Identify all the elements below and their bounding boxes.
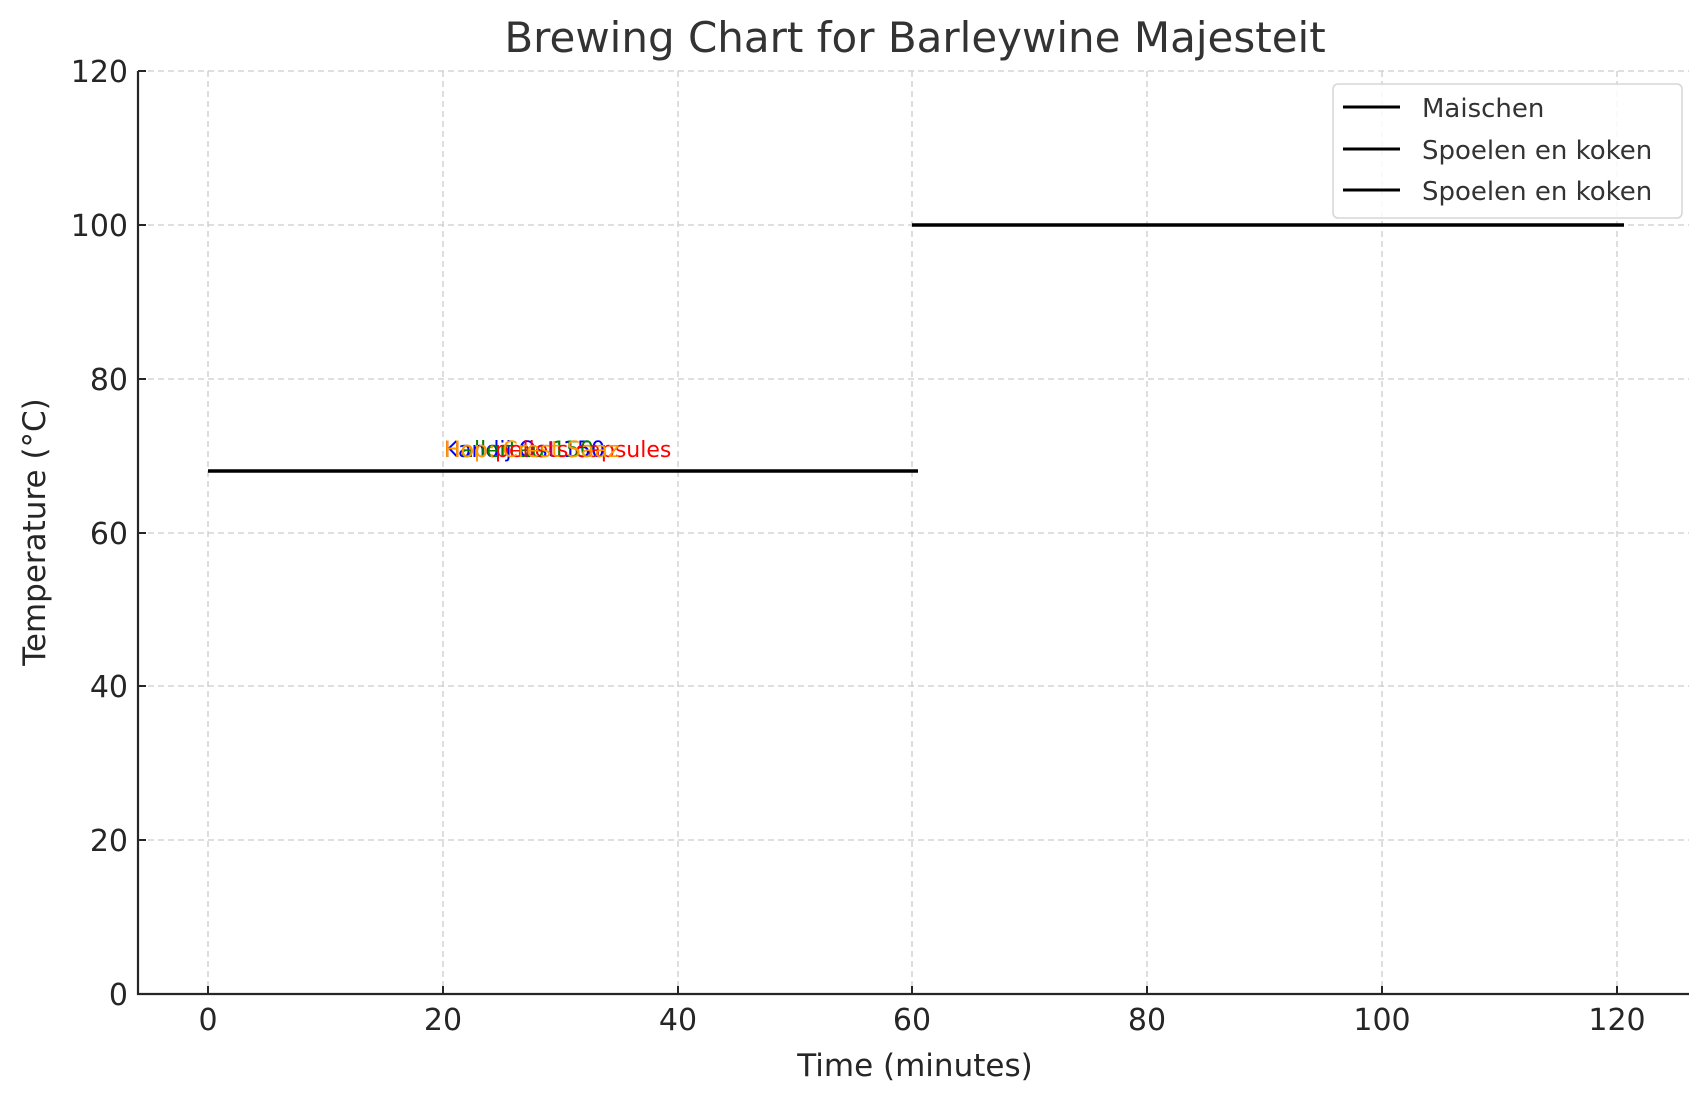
- svg-text:40: 40: [90, 670, 128, 705]
- legend-item-maischen: Maischen: [1343, 94, 1544, 124]
- svg-text:60: 60: [90, 517, 128, 552]
- svg-text:80: 80: [1128, 1003, 1166, 1038]
- svg-text:100: 100: [71, 209, 128, 244]
- annotation-green: Hallertau 150: [444, 438, 594, 463]
- x-tick-labels: 0 20 40 60 80 100 120: [198, 1003, 1645, 1038]
- legend-item-spoelen-en-koken-2: Spoelen en koken: [1343, 177, 1652, 207]
- chart-title: Brewing Chart for Barleywine Majesteit: [504, 13, 1325, 62]
- annotations: Kandij Ost 150 Hallertau 150 Hop pellets…: [444, 438, 671, 463]
- annotation-blue: Kandij Ost 150: [444, 438, 605, 463]
- svg-text:40: 40: [659, 1003, 697, 1038]
- y-axis-label: Temperature (°C): [17, 398, 53, 667]
- legend-item-spoelen-en-koken-1: Spoelen en koken: [1343, 136, 1652, 166]
- svg-text:120: 120: [71, 55, 128, 90]
- y-tick-marks: [138, 70, 146, 995]
- svg-text:60: 60: [893, 1003, 931, 1038]
- x-tick-marks: [207, 986, 1618, 994]
- svg-text:20: 20: [424, 1003, 462, 1038]
- svg-text:100: 100: [1353, 1003, 1410, 1038]
- annotation-orange: Hop: Crest Saaz: [444, 438, 619, 463]
- annotation-red: Hop pellets capsules: [444, 438, 671, 463]
- svg-text:Spoelen en koken: Spoelen en koken: [1422, 177, 1652, 207]
- svg-text:Maischen: Maischen: [1422, 94, 1544, 124]
- svg-text:80: 80: [90, 363, 128, 398]
- legend: Maischen Spoelen en koken Spoelen en kok…: [1332, 83, 1683, 219]
- svg-text:Spoelen en koken: Spoelen en koken: [1422, 136, 1652, 166]
- y-tick-labels: 0 20 40 60 80 100 120: [71, 55, 128, 1013]
- svg-text:0: 0: [198, 1003, 217, 1038]
- svg-text:0: 0: [109, 978, 128, 1013]
- svg-text:120: 120: [1588, 1003, 1645, 1038]
- x-axis-label: Time (minutes): [796, 1048, 1032, 1084]
- svg-text:20: 20: [90, 824, 128, 859]
